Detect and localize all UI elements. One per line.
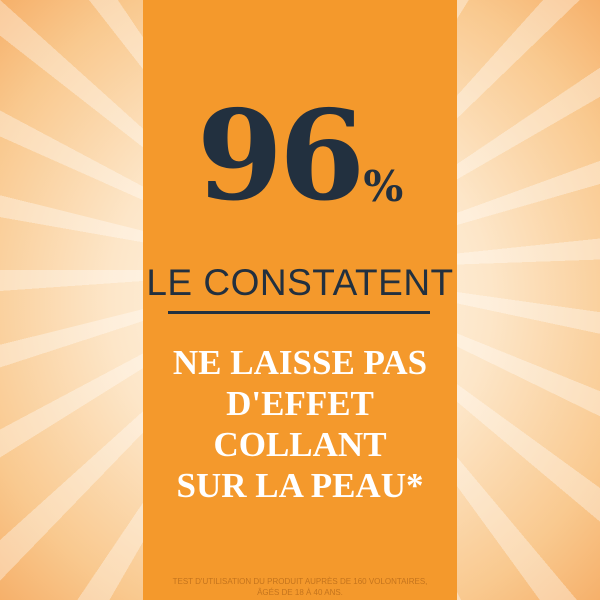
orange-panel: 96% LE CONSTATENT NE LAISSE PAS D'EFFET … (143, 0, 457, 600)
statistic: 96% (143, 95, 457, 219)
percent-sign: % (363, 162, 404, 211)
statistic-subtitle: LE CONSTATENT (146, 262, 454, 303)
statistic-number: 96 (196, 84, 366, 229)
claim-line: NE LAISSE PAS (172, 343, 428, 382)
claim-line: D'EFFET COLLANT (213, 384, 387, 464)
claim-line: SUR LA PEAU* (176, 466, 424, 505)
divider (168, 311, 430, 314)
footnote-line: ÂGÉS DE 18 À 40 ANS. (257, 588, 343, 597)
footnote: TEST D'UTILISATION DU PRODUIT AUPRÈS DE … (143, 576, 457, 598)
footnote-line: TEST D'UTILISATION DU PRODUIT AUPRÈS DE … (172, 577, 428, 586)
claim-text: NE LAISSE PAS D'EFFET COLLANT SUR LA PEA… (143, 342, 457, 506)
